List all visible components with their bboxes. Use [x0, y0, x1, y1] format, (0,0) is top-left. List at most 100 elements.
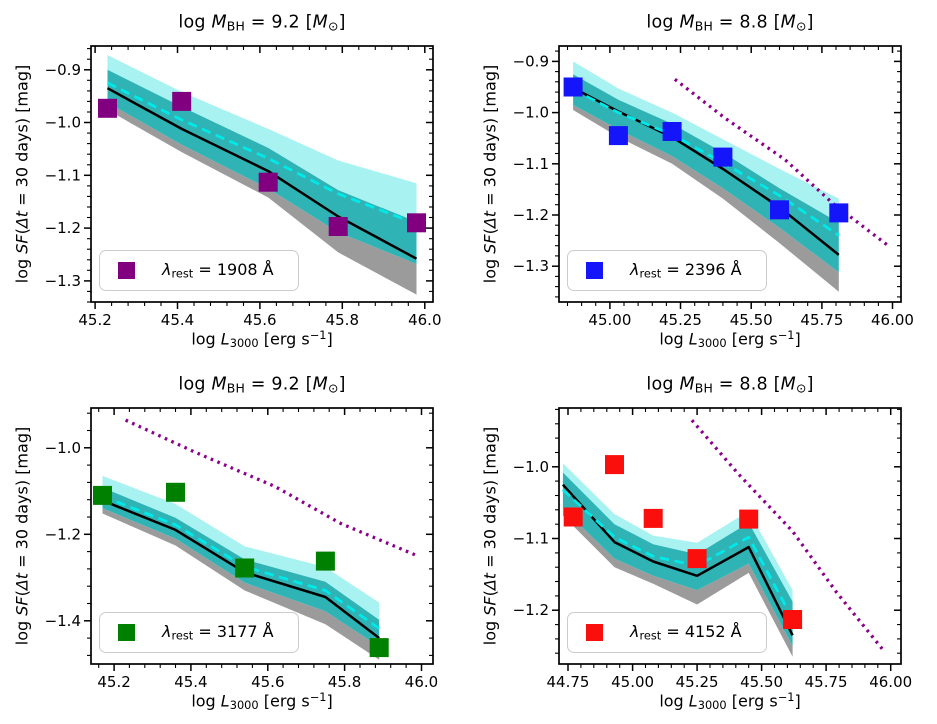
x-tick-label: 45.4: [174, 673, 207, 691]
data-point-marker: [739, 509, 759, 529]
data-point-marker: [235, 558, 255, 578]
legend-box: λrest = 1908 Å: [99, 250, 299, 291]
x-tick-label: 46.00: [871, 311, 914, 329]
data-point-marker: [407, 213, 426, 233]
axis-ticks: [552, 46, 901, 309]
data-point-marker: [783, 610, 803, 629]
legend-marker-icon: [586, 262, 603, 279]
x-tick-label: 46.0: [405, 673, 438, 691]
data-point-marker: [605, 455, 624, 475]
data-point-marker: [258, 172, 278, 192]
plot-content: [572, 61, 888, 292]
axes-frame: [90, 407, 434, 665]
uncertainty-band-overlap: [573, 74, 839, 273]
data-point-marker: [829, 203, 849, 223]
legend-label: λrest = 4152 Å: [630, 622, 742, 643]
legend-marker-icon: [118, 624, 135, 641]
data-point-marker: [687, 549, 707, 569]
y-tick-label: −1.0: [45, 439, 81, 457]
axes-frame: [558, 407, 902, 665]
x-tick-label: 46.0: [408, 311, 441, 329]
y-axis-label: log SF(Δt = 30 days) [mag]: [12, 426, 32, 646]
panel-title: log MBH = 9.2 [M⊙]: [178, 12, 346, 34]
y-tick-label: −1.4: [45, 612, 81, 630]
data-point-marker: [166, 482, 185, 502]
legend-box: λrest = 3177 Å: [99, 612, 299, 653]
y-tick-label: −1.1: [513, 530, 549, 548]
y-axis-label: log SF(Δt = 30 days) [mag]: [480, 426, 500, 646]
plot-area-bottom-right: 44.75 45.00 45.25 45.50 45.75 46.00 −1.0 −1.1 −1…: [513, 407, 912, 691]
x-tick-label: 45.2: [97, 673, 130, 691]
y-tick-label: −1.1: [45, 166, 81, 184]
axis-ticks: [84, 408, 433, 671]
y-tick-label: −1.2: [45, 525, 81, 543]
x-tick-label: 45.00: [611, 673, 654, 691]
x-tick-label: 45.8: [328, 673, 361, 691]
x-tick-label: 45.75: [805, 673, 848, 691]
data-point-marker: [98, 98, 117, 118]
y-tick-label: −1.2: [513, 206, 549, 224]
model-median-line: [106, 87, 418, 260]
legend-box: λrest = 2396 Å: [567, 250, 767, 291]
x-axis-label: log L3000 [erg s−1]: [191, 690, 333, 712]
y-tick-label: −0.9: [45, 61, 81, 79]
panel-title: log MBH = 8.8 [M⊙]: [646, 374, 814, 396]
y-tick-label: −1.1: [513, 155, 549, 173]
legend-box: λrest = 4152 Å: [567, 612, 767, 653]
uncertainty-band-cyan-upper: [102, 475, 380, 620]
plot-area-top-right: 45.00 45.25 45.50 45.75 46.00 −0.9 −1.0 −1.1 −1.…: [513, 45, 914, 329]
y-tick-label: −1.3: [45, 272, 81, 290]
x-tick-label: 45.4: [161, 311, 194, 329]
uncertainty-band-overlap: [562, 472, 793, 647]
data-point-marker: [643, 508, 663, 528]
x-tick-label: 45.8: [326, 311, 359, 329]
panel-title: log MBH = 9.2 [M⊙]: [178, 374, 346, 396]
data-point-marker: [770, 200, 789, 220]
y-tick-label: −1.2: [513, 601, 549, 619]
legend-label: λrest = 3177 Å: [162, 622, 274, 643]
model-median-line: [561, 483, 794, 636]
legend-label: λrest = 1908 Å: [162, 260, 274, 281]
panel-top-left: 45.2 45.4 45.6 45.8 46.0 −0.9 −1.0 −1.1 −1.2 −1.3…: [0, 0, 468, 362]
x-tick-label: 45.00: [588, 311, 631, 329]
x-tick-label: 45.50: [730, 311, 773, 329]
panel-bottom-left: 45.2 45.4 45.6 45.8 46.0 −1.0 −1.2 −1.4 log MBH …: [0, 362, 468, 724]
y-axis-label: log SF(Δt = 30 days) [mag]: [480, 64, 500, 284]
uncertainty-band-gray-lower: [107, 102, 417, 295]
uncertainty-band-cyan-upper: [107, 55, 417, 222]
x-tick-label: 45.25: [659, 311, 702, 329]
data-point-marker: [662, 122, 682, 141]
axis-ticks: [552, 408, 901, 671]
x-axis-label: log L3000 [erg s−1]: [659, 328, 801, 350]
y-tick-label: −1.3: [513, 257, 549, 275]
y-tick-label: −1.0: [513, 458, 549, 476]
reference-dotted-line: [673, 77, 888, 247]
y-tick-label: −0.9: [513, 52, 549, 70]
x-tick-label: 45.75: [800, 311, 843, 329]
x-axis-label: log L3000 [erg s−1]: [659, 690, 801, 712]
plot-area-top-left: 45.2 45.4 45.6 45.8 46.0 −0.9 −1.0 −1.1 −1.2 −1.3: [45, 45, 442, 329]
panel-title: log MBH = 8.8 [M⊙]: [646, 12, 814, 34]
data-point-marker: [328, 217, 348, 236]
data-point-marker: [315, 551, 335, 571]
data-point-marker: [563, 77, 583, 97]
data-point-marker: [172, 91, 192, 111]
plot-content: [561, 419, 885, 657]
data-point-marker: [93, 485, 112, 505]
uncertainty-band-gray-lower: [102, 508, 380, 660]
x-tick-label: 44.75: [547, 673, 590, 691]
legend-marker-icon: [118, 262, 135, 279]
uncertainty-band-gray-lower: [573, 104, 839, 292]
axes-frame: [90, 45, 434, 303]
y-axis-label: log SF(Δt = 30 days) [mag]: [12, 64, 32, 284]
x-tick-label: 45.50: [740, 673, 783, 691]
y-tick-label: −1.0: [513, 104, 549, 122]
uncertainty-band-cyan-upper: [573, 61, 839, 223]
x-tick-label: 46.00: [869, 673, 912, 691]
axis-ticks: [84, 46, 433, 309]
model-dashed-line: [561, 488, 794, 620]
legend-marker-icon: [586, 624, 603, 641]
x-tick-label: 45.25: [676, 673, 719, 691]
x-tick-label: 45.6: [251, 673, 284, 691]
